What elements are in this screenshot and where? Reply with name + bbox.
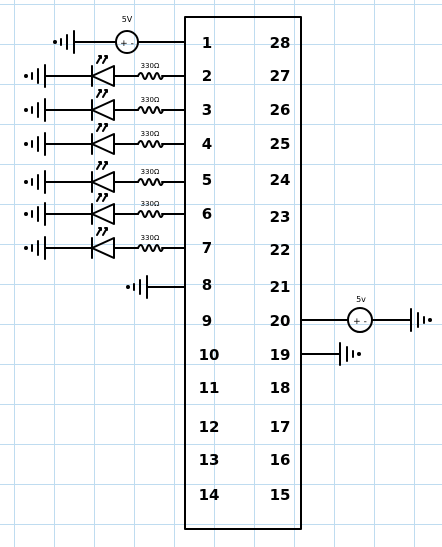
ground-icon — [24, 170, 46, 194]
pin-label-right: 23 — [270, 208, 291, 226]
pin-label-left: 1 — [202, 34, 212, 52]
source-voltage-label: 5v — [356, 295, 366, 304]
pin-label-left: 12 — [199, 418, 220, 436]
voltage-source-icon: + - — [347, 307, 373, 333]
led-branch: 330Ω — [24, 123, 186, 156]
pin-label-right: 26 — [270, 101, 291, 119]
ground-icon — [24, 98, 46, 122]
led-branch: 330Ω — [24, 227, 186, 260]
led-branch: 330Ω — [24, 55, 186, 88]
resistor-icon — [137, 106, 164, 114]
pin-label-right: 27 — [270, 67, 291, 85]
led-branches: 330Ω 330Ω 330Ω 330Ω 330Ω 330Ω — [24, 55, 186, 260]
pin-label-left: 4 — [202, 135, 212, 153]
led-icon — [91, 123, 115, 155]
pin-label-left: 8 — [202, 276, 212, 294]
ic-chip-body — [184, 16, 302, 530]
ground-branch-pin19 — [300, 342, 361, 366]
pin-label-right: 19 — [270, 346, 291, 364]
source-polarity: + - — [120, 39, 134, 49]
pin-label-left: 5 — [202, 171, 212, 189]
resistor-value-label: 330Ω — [141, 234, 160, 242]
resistor-icon — [137, 244, 164, 252]
resistor-icon — [137, 72, 164, 80]
ground-icon — [24, 202, 46, 226]
led-icon — [91, 161, 115, 193]
pin-label-left: 9 — [202, 312, 212, 330]
ground-icon — [53, 30, 75, 54]
led-branch: 330Ω — [24, 161, 186, 194]
resistor-icon — [137, 210, 164, 218]
pin-label-left: 13 — [199, 451, 220, 469]
led-icon — [91, 193, 115, 225]
resistor-icon — [137, 140, 164, 148]
ground-branch-pin8 — [126, 275, 186, 299]
pin-label-right: 17 — [270, 418, 291, 436]
resistor-value-label: 330Ω — [141, 130, 160, 138]
resistor-value-label: 330Ω — [141, 168, 160, 176]
pin-label-right: 22 — [270, 241, 291, 259]
ground-icon — [24, 132, 46, 156]
voltage-source-icon: + - — [115, 30, 139, 54]
resistor-value-label: 330Ω — [141, 62, 160, 70]
pin-label-left: 14 — [199, 486, 220, 504]
led-branch: 330Ω — [24, 193, 186, 226]
source-voltage-label: 5V — [122, 15, 133, 24]
pin-label-right: 24 — [270, 171, 291, 189]
source-polarity: + - — [353, 317, 367, 327]
ground-icon — [24, 236, 46, 260]
pin-label-right: 20 — [270, 312, 291, 330]
resistor-icon — [137, 178, 164, 186]
led-icon — [91, 227, 115, 259]
ground-icon — [339, 342, 361, 366]
ground-icon — [410, 308, 432, 332]
led-icon — [91, 55, 115, 87]
pin-label-left: 3 — [202, 101, 212, 119]
resistor-value-label: 330Ω — [141, 200, 160, 208]
pin-label-left: 10 — [199, 346, 220, 364]
ground-icon — [126, 275, 148, 299]
led-branch: 330Ω — [24, 89, 186, 122]
source-branch-pin1: + - 5V — [53, 15, 186, 54]
pin-label-left: 2 — [202, 67, 212, 85]
pin-label-left: 11 — [199, 379, 220, 397]
resistor-value-label: 330Ω — [141, 96, 160, 104]
pin-label-left: 6 — [202, 205, 212, 223]
pin-label-left: 7 — [202, 239, 212, 257]
pin-label-right: 28 — [270, 34, 291, 52]
pin-label-right: 25 — [270, 135, 291, 153]
led-icon — [91, 89, 115, 121]
pin-label-right: 15 — [270, 486, 291, 504]
pin-label-right: 21 — [270, 278, 291, 296]
ground-icon — [24, 64, 46, 88]
pin-label-right: 18 — [270, 379, 291, 397]
pin-label-right: 16 — [270, 451, 291, 469]
source-branch-pin20: + - 5v — [300, 295, 432, 333]
